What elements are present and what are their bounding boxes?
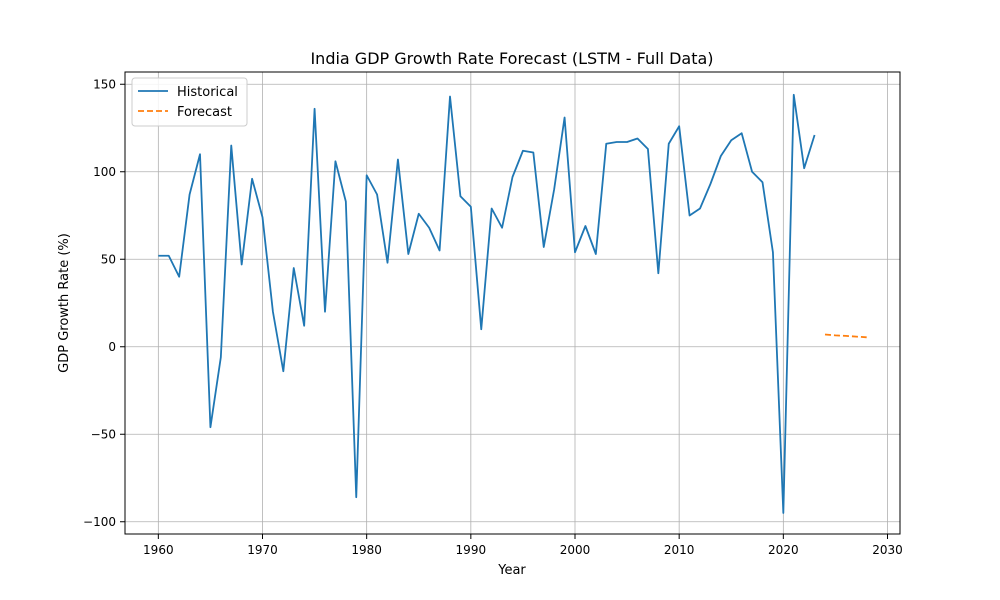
x-axis: 1960 1970 1980 1990 2000 2010 2020 2030 <box>143 534 903 557</box>
y-tick-label: 0 <box>108 340 116 354</box>
y-tick-label: 100 <box>93 165 116 179</box>
plot-area-frame <box>124 71 901 535</box>
legend-forecast-label: Forecast <box>177 105 232 120</box>
x-tick-label: 1990 <box>456 543 487 557</box>
x-tick-label: 1960 <box>143 543 174 557</box>
x-tick-label: 2020 <box>768 543 799 557</box>
x-tick-label: 2030 <box>872 543 903 557</box>
x-tick-label: 1980 <box>351 543 382 557</box>
chart-title: India GDP Growth Rate Forecast (LSTM - F… <box>310 49 713 68</box>
y-axis-label: GDP Growth Rate (%) <box>57 233 72 373</box>
y-tick-label: 50 <box>101 252 116 266</box>
series-layer <box>158 93 867 514</box>
series-line-forecast <box>824 333 867 339</box>
x-tick-label: 1970 <box>247 543 278 557</box>
x-axis-label: Year <box>497 563 526 578</box>
y-tick-label: −50 <box>91 427 116 441</box>
y-tick-label: −100 <box>83 515 116 529</box>
grid <box>125 72 900 534</box>
legend: Historical Forecast <box>131 77 248 127</box>
y-tick-label: 150 <box>93 77 116 91</box>
legend-box <box>131 77 248 127</box>
x-tick-label: 2000 <box>560 543 591 557</box>
legend-historical-label: Historical <box>177 85 238 100</box>
y-axis: −100 −50 0 50 100 150 <box>83 77 125 529</box>
x-tick-label: 2010 <box>664 543 695 557</box>
series-line-historical <box>158 93 816 514</box>
